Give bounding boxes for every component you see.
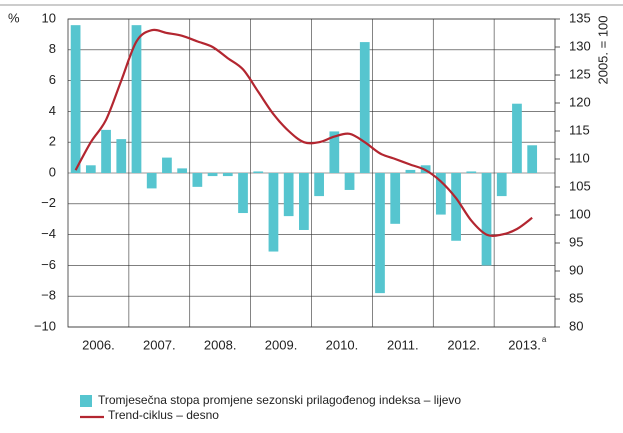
x-tick-label: 2010.	[326, 337, 359, 352]
bar	[466, 171, 477, 173]
footnote-marker: a	[542, 335, 547, 344]
bar	[435, 173, 446, 215]
y-tick-label: 6	[49, 72, 56, 87]
bar	[131, 25, 142, 173]
bar	[451, 173, 461, 241]
y2-tick-label: 110	[569, 150, 590, 165]
bar	[70, 25, 81, 173]
bar	[177, 168, 188, 173]
bar	[481, 173, 492, 266]
bar	[253, 171, 264, 173]
x-tick-label: 2011.	[387, 337, 419, 352]
bar	[116, 139, 127, 173]
x-tick-label: 2008.	[204, 337, 237, 352]
bar	[283, 173, 294, 217]
y2-axis-label: 2005. = 100	[595, 15, 610, 84]
bar	[512, 103, 522, 173]
bar	[496, 173, 507, 197]
y2-tick-label: 120	[569, 94, 591, 109]
bar	[375, 173, 385, 294]
bar	[359, 42, 370, 173]
bar	[222, 173, 233, 177]
y2-tick-label: 130	[569, 38, 591, 53]
bar	[405, 169, 416, 173]
y-tick-label: −6	[41, 257, 56, 272]
y2-tick-label: 105	[569, 178, 591, 193]
y-tick-label: 0	[49, 164, 56, 179]
x-tick-label: 2012.	[447, 337, 480, 352]
x-tick-label: 2009.	[265, 337, 298, 352]
y2-tick-label: 125	[569, 66, 591, 81]
y-tick-label: 4	[49, 103, 56, 118]
legend-swatch	[80, 395, 92, 407]
bar	[268, 173, 279, 252]
y-tick-label: −2	[41, 195, 56, 210]
y2-tick-label: 90	[569, 262, 583, 277]
plot-frame	[67, 18, 556, 328]
legend-label: Tromjesečna stopa promjene sezonski pril…	[98, 393, 461, 407]
y2-tick-label: 100	[569, 206, 591, 221]
x-tick-label: 2013.	[508, 337, 541, 352]
y-tick-label: −8	[41, 288, 56, 303]
trend-line	[74, 28, 533, 237]
y-tick-label: −10	[34, 318, 56, 333]
y2-tick-label: 135	[569, 10, 591, 25]
y2-tick-label: 115	[569, 122, 590, 137]
y-tick-label: 10	[42, 10, 56, 25]
y2-tick-label: 85	[569, 290, 583, 305]
y-tick-label: 2	[49, 134, 56, 149]
bar	[527, 145, 538, 173]
bar	[207, 173, 218, 177]
bar	[162, 157, 172, 173]
x-tick-label: 2007.	[143, 337, 176, 352]
bar	[146, 173, 157, 189]
x-tick-label: 2006.	[82, 337, 115, 352]
bar	[314, 173, 324, 197]
y-axis-label: %	[8, 10, 20, 25]
legend-label: Trend-ciklus – desno	[108, 408, 219, 422]
bar	[329, 131, 340, 173]
y2-tick-label: 80	[569, 318, 583, 333]
y2-tick-label: 95	[569, 234, 583, 249]
bar	[85, 165, 96, 173]
bar	[344, 173, 355, 190]
bar	[192, 173, 203, 187]
bar	[299, 173, 309, 230]
bar	[390, 173, 401, 224]
bar	[101, 129, 111, 173]
y-tick-label: 8	[49, 41, 56, 56]
bar	[238, 173, 248, 214]
y-tick-label: −4	[41, 226, 56, 241]
